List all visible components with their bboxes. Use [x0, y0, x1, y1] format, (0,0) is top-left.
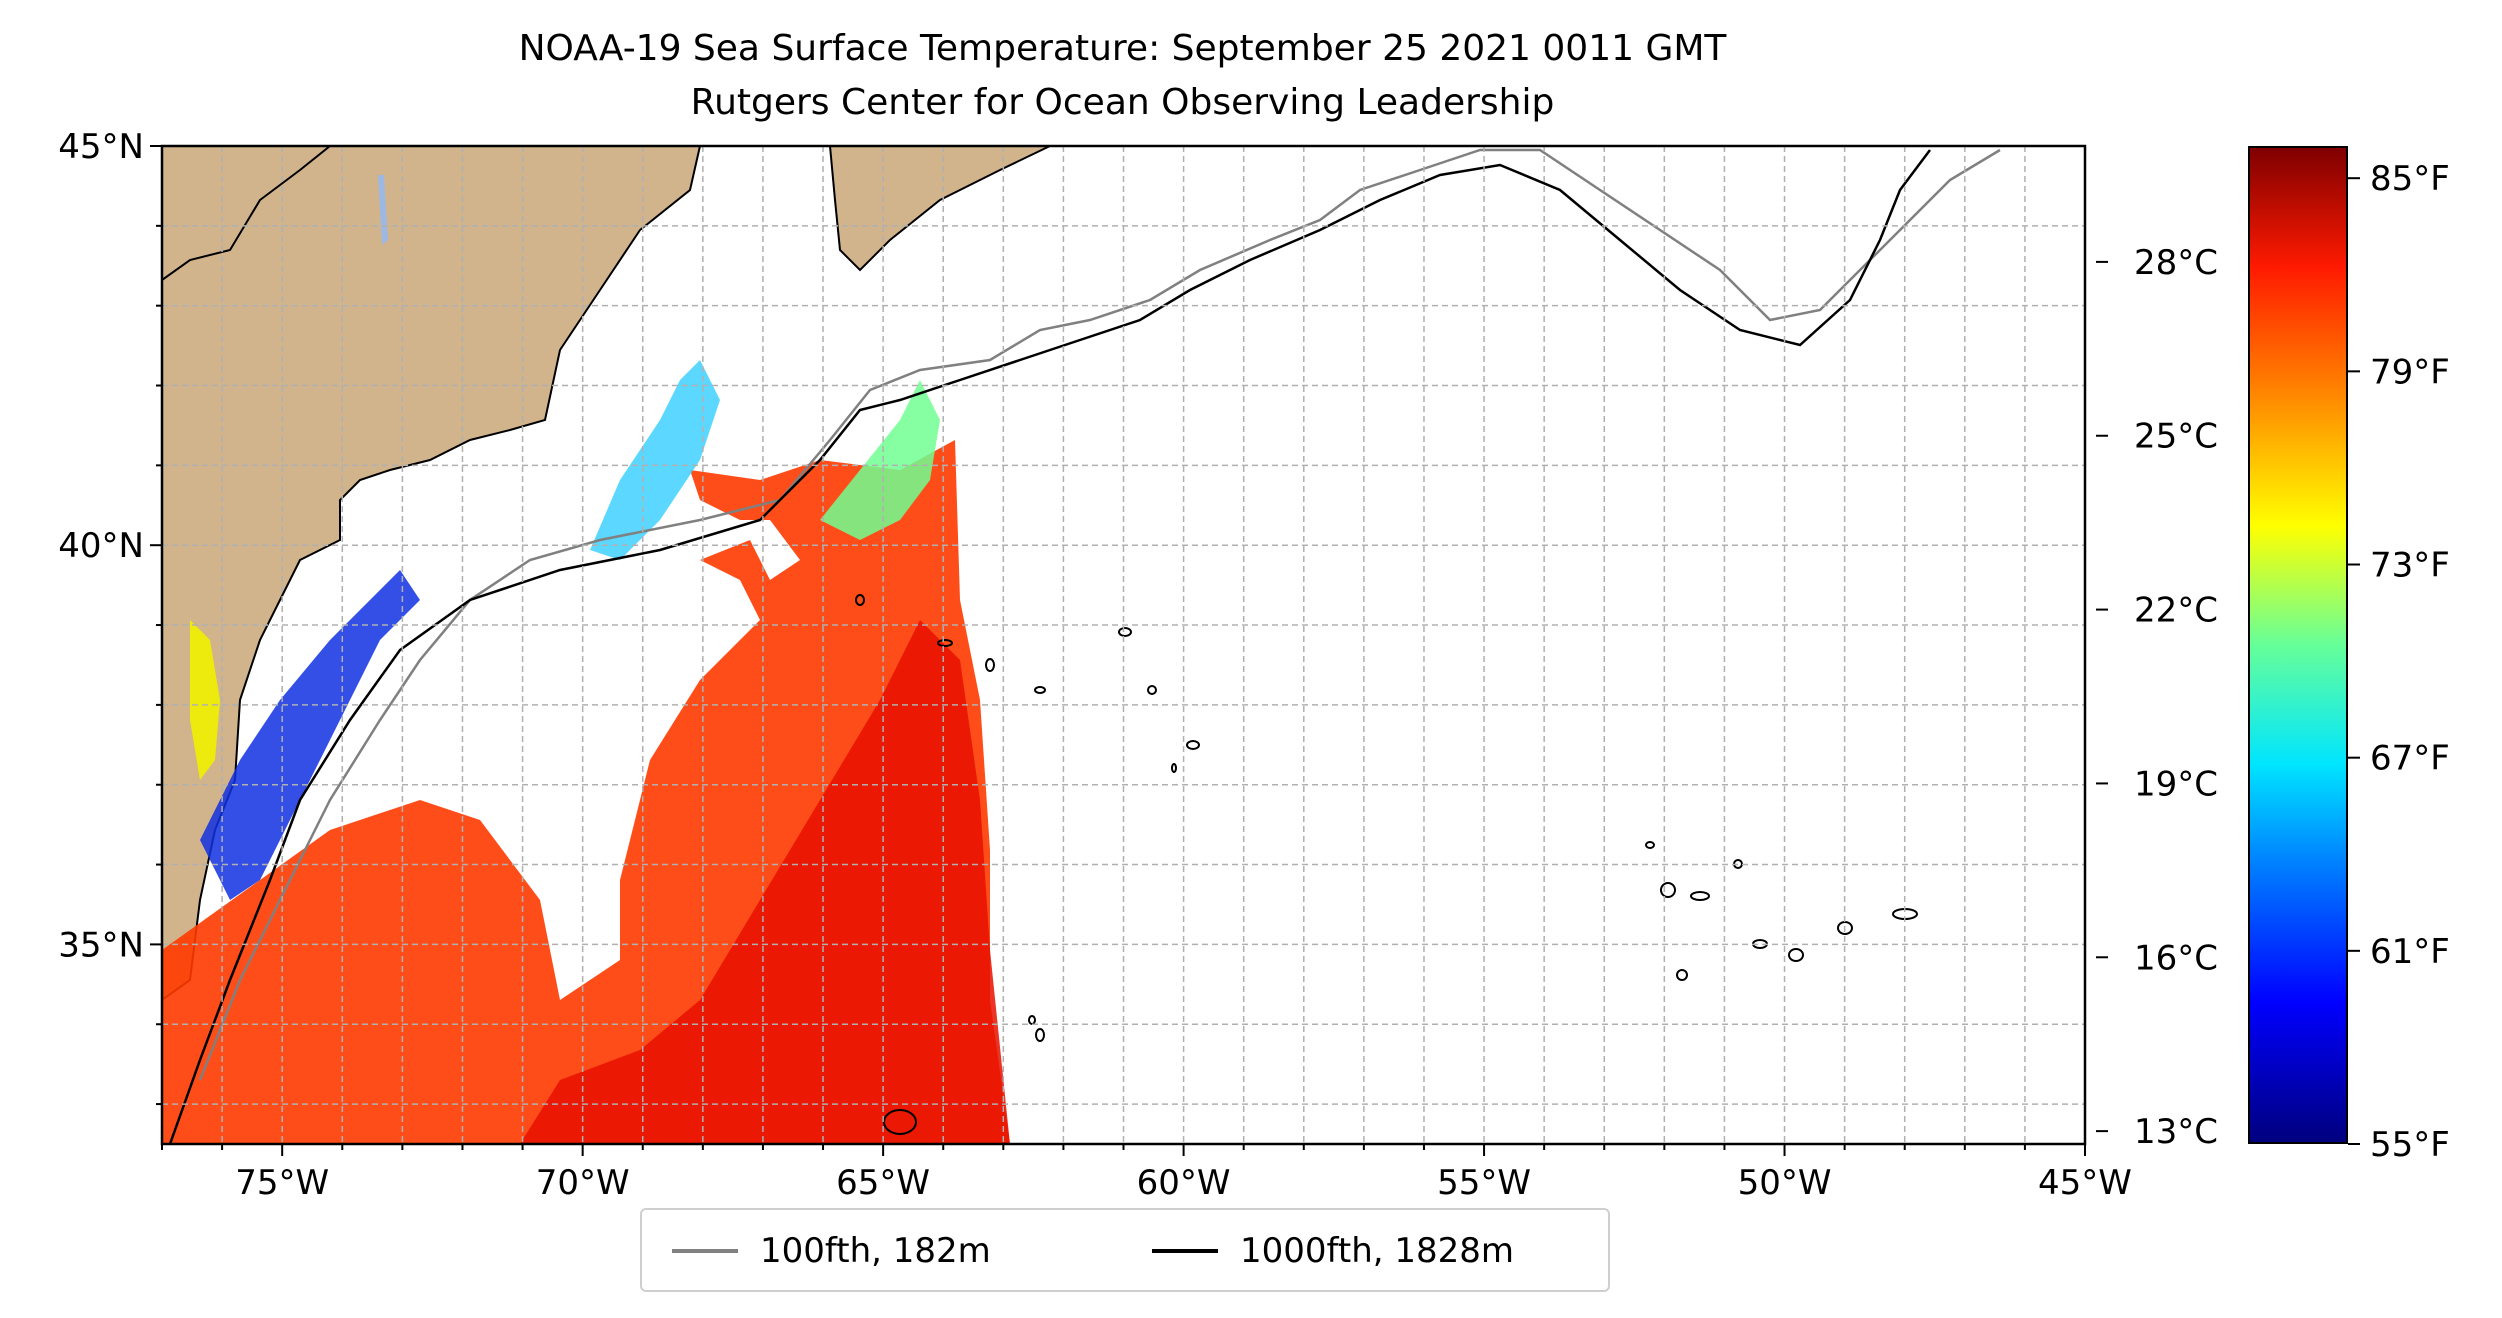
chart-title: NOAA-19 Sea Surface Temperature: Septemb… [518, 28, 1727, 69]
map-content [162, 146, 2085, 1144]
lake-champlain [378, 175, 388, 245]
lon-tick-label: 60°W [1137, 1163, 1231, 1203]
lat-tick-label: 40°N [58, 526, 144, 566]
legend-line-black [1152, 1249, 1218, 1253]
sst-cold-shelf [200, 570, 420, 900]
f-tick-label: 55°F [2370, 1125, 2450, 1165]
lat-tick-label: 35°N [58, 925, 144, 965]
lon-tick-label: 70°W [536, 1163, 630, 1203]
lon-axis: 75°W 70°W 65°W 60°W 55°W 50°W 45°W [161, 1144, 2132, 1203]
f-tick-label: 67°F [2370, 739, 2450, 779]
lon-tick-label: 45°W [2038, 1163, 2132, 1203]
chart-subtitle: Rutgers Center for Ocean Observing Leade… [690, 82, 1555, 123]
c-tick-label: 19°C [2134, 764, 2218, 804]
legend: 100fth, 182m 1000fth, 1828m [640, 1208, 1610, 1292]
f-tick-label: 79°F [2370, 352, 2450, 392]
nova-scotia-land [828, 146, 1051, 272]
c-tick-label: 16°C [2134, 938, 2218, 978]
c-tick-label: 13°C [2134, 1112, 2218, 1152]
legend-item-100fth: 100fth, 182m [672, 1228, 991, 1274]
sst-cool-mid [590, 360, 720, 560]
lon-tick-label: 75°W [235, 1163, 329, 1203]
contour-1000fth [168, 149, 1931, 1144]
lon-tick-label: 55°W [1437, 1163, 1531, 1203]
legend-item-1000fth: 1000fth, 1828m [1152, 1228, 1514, 1274]
c-tick-label: 28°C [2134, 243, 2218, 283]
lat-tick-label: 45°N [58, 127, 144, 167]
map-grid [162, 146, 2085, 1144]
lon-tick-label: 65°W [836, 1163, 930, 1203]
lon-tick-label: 50°W [1738, 1163, 1832, 1203]
colorbar-axis: 85°F 79°F 73°F 67°F 61°F 55°F 28°C 25°C 22°C 19°C… [2096, 159, 2450, 1165]
legend-label-1000fth: 1000fth, 1828m [1240, 1231, 1515, 1271]
lat-axis: 35°N 40°N 45°N [58, 127, 162, 1106]
c-tick-label: 25°C [2134, 417, 2218, 457]
f-tick-label: 85°F [2370, 159, 2450, 199]
f-tick-label: 73°F [2370, 546, 2450, 586]
legend-line-gray [672, 1249, 738, 1253]
colorbar [2248, 146, 2348, 1144]
sst-hot-core [520, 620, 1010, 1144]
sst-green-patch [820, 380, 940, 540]
c-tick-label: 22°C [2134, 591, 2218, 631]
sst-yellow-chesapeake [190, 620, 220, 780]
contour-100fth [198, 148, 2001, 1081]
legend-label-100fth: 100fth, 182m [760, 1231, 991, 1271]
f-tick-label: 61°F [2370, 932, 2450, 972]
